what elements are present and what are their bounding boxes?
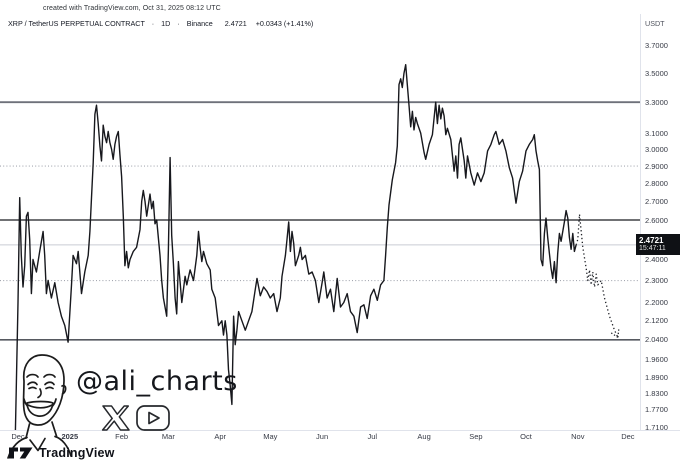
time-axis-label-sep: Sep <box>469 432 483 441</box>
price-axis-label: 2.0400 <box>645 335 668 345</box>
tradingview-logo: TradingView <box>8 446 115 460</box>
time-axis-label-dec: Dec <box>621 432 635 441</box>
watermark-handle: @ali_charts <box>76 366 238 397</box>
time-axis-label-oct: Oct <box>520 432 532 441</box>
time-axis-label-mar: Mar <box>161 432 175 441</box>
price-axis-label: 1.7100 <box>645 422 668 432</box>
price-axis-label: 3.1000 <box>645 128 668 138</box>
price-axis-border <box>640 14 641 430</box>
price-axis-label: 1.9600 <box>645 355 668 365</box>
time-axis-label-nov: Nov <box>571 432 585 441</box>
price-axis-label: 2.7000 <box>645 196 668 206</box>
time-axis-label-apr: Apr <box>214 432 227 441</box>
price-axis-label: 2.3000 <box>645 276 668 285</box>
symbol-title: XRP / TetherUS PERPETUAL CONTRACT <box>8 19 145 28</box>
time-axis-label-feb: Feb <box>115 432 129 441</box>
price-axis-label: 2.6000 <box>645 215 668 225</box>
price-axis-label: 3.5000 <box>645 68 668 78</box>
exchange-label: Binance <box>186 19 213 28</box>
time-axis-label-jun: Jun <box>316 432 329 441</box>
interval-label: 1D <box>161 19 171 28</box>
price-axis-label: 1.8300 <box>645 389 668 398</box>
legend-change: +0.0343 (+1.41%) <box>255 19 314 28</box>
price-axis-label: 1.7700 <box>645 405 668 415</box>
time-axis-label-may: May <box>263 432 278 441</box>
price-axis-label: 1.8900 <box>645 373 668 382</box>
price-axis-label: 3.3000 <box>645 97 668 107</box>
price-axis-label: 3.0000 <box>645 144 668 154</box>
time-axis-label-jul: Jul <box>367 432 378 441</box>
price-axis-label: 2.1200 <box>645 316 668 326</box>
price-axis-label: 2.4000 <box>645 255 668 264</box>
legend-separator-1: · <box>151 19 155 28</box>
last-price-badge: 2.4721 15:47:11 <box>636 234 680 256</box>
price-axis-label: 2.8000 <box>645 178 668 188</box>
badge-countdown: 15:47:11 <box>639 245 666 253</box>
price-axis-label: 2.9000 <box>645 161 668 171</box>
price-axis-label: 2.2000 <box>645 298 668 307</box>
badge-price: 2.4721 <box>639 235 664 245</box>
time-axis-label-dec: Dec <box>11 432 25 441</box>
quote-currency-label: USDT <box>645 19 665 28</box>
created-with-note: created with TradingView.com, Oct 31, 20… <box>43 5 221 12</box>
price-axis-label: 3.7000 <box>645 41 668 51</box>
time-axis-label-aug: Aug <box>417 432 431 441</box>
chart-legend: XRP / TetherUS PERPETUAL CONTRACT · 1D ·… <box>8 19 313 28</box>
legend-separator-2: · <box>177 19 180 28</box>
tradingview-logo-icon <box>9 447 33 459</box>
time-axis-label-2025: 2025 <box>61 432 79 441</box>
time-axis-border <box>0 430 680 431</box>
tradingview-logo-text: TradingView <box>39 446 115 460</box>
legend-last-price: 2.4721 <box>224 19 247 28</box>
